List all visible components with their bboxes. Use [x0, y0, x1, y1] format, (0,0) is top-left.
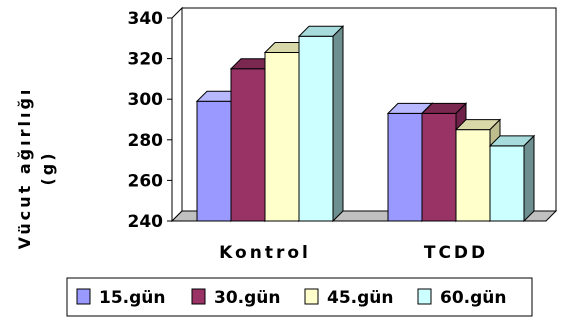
- y-tick-label: 300: [128, 90, 164, 110]
- y-axis-label-line1: Vücut ağırlığı: [15, 87, 34, 250]
- y-tick-label: 340: [128, 9, 164, 29]
- bar-front: [298, 35, 334, 222]
- bar: [297, 25, 345, 223]
- legend-label: 45.gün: [327, 288, 394, 308]
- x-category-label: Kontrol: [219, 243, 311, 263]
- bar-front: [196, 100, 232, 222]
- bar-side: [523, 134, 535, 223]
- legend-label: 60.gün: [440, 288, 507, 308]
- bar: [488, 134, 536, 223]
- legend-label: 15.gün: [99, 288, 166, 308]
- bar-front: [264, 52, 300, 222]
- x-axis-categories: Kontrol TCDD: [219, 243, 488, 263]
- legend-swatch: [304, 288, 319, 305]
- x-category-label: TCDD: [424, 243, 488, 263]
- side-wall: [171, 6, 183, 223]
- bar-side: [332, 25, 344, 223]
- legend-swatch: [76, 288, 91, 305]
- bar-front: [455, 129, 491, 222]
- y-tick-label: 240: [128, 212, 164, 232]
- y-axis-label: Vücut ağırlığı (g): [15, 87, 57, 250]
- y-tick-label: 320: [128, 50, 164, 70]
- plot-area: [170, 6, 558, 223]
- bar-front: [387, 112, 423, 222]
- bar-front: [489, 145, 525, 222]
- y-axis-label-line2: (g): [38, 150, 57, 185]
- bar-front: [230, 68, 266, 222]
- legend-swatch: [191, 288, 206, 305]
- y-tick-label: 280: [128, 131, 164, 151]
- y-tick-label: 260: [128, 171, 164, 191]
- y-axis-ticks: 340 320 300 280 260 240: [128, 9, 173, 232]
- legend-swatch: [417, 288, 432, 305]
- legend: 15.gün 30.gün 45.gün 60.gün: [66, 277, 533, 317]
- legend-label: 30.gün: [214, 288, 281, 308]
- bar-front: [421, 112, 457, 222]
- legend-box: [66, 277, 533, 317]
